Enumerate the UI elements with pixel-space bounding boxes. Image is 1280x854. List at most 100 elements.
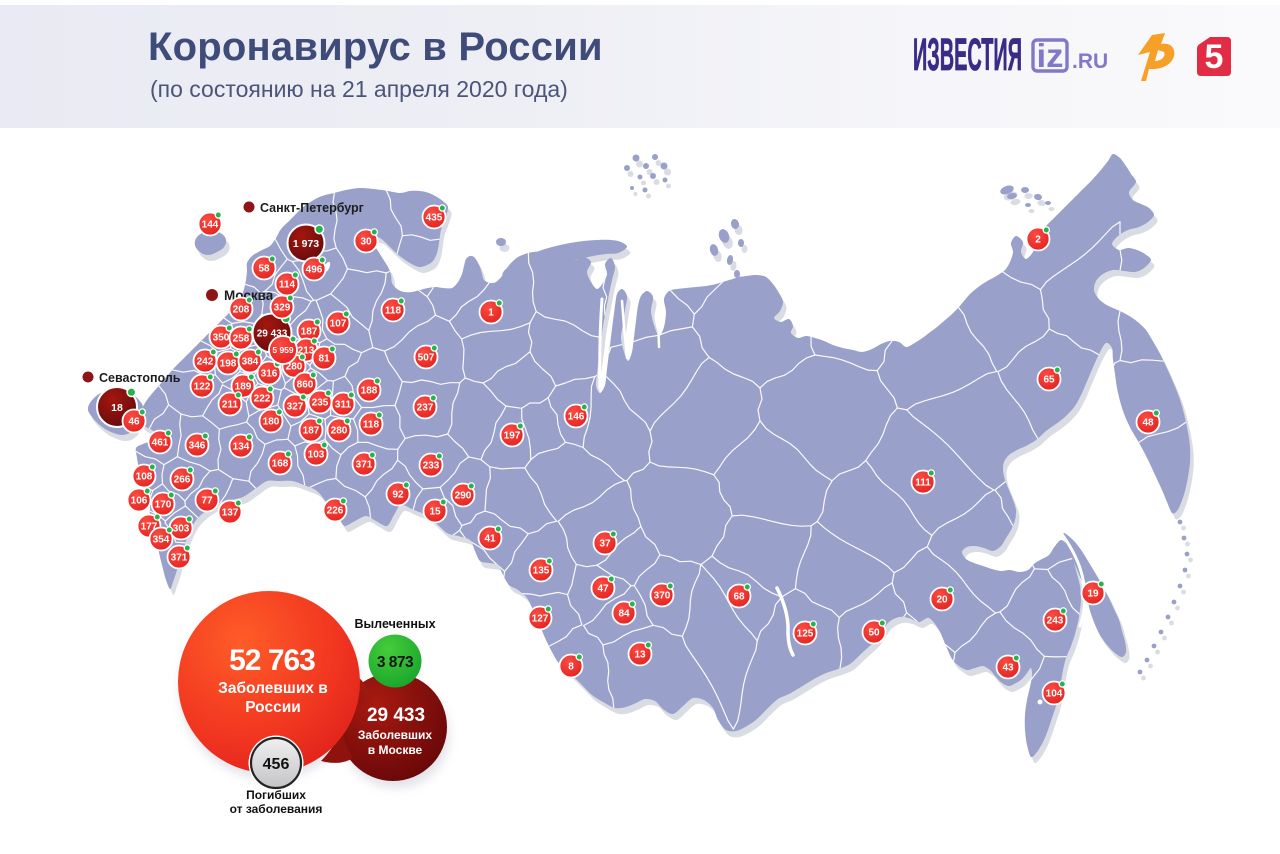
svg-text:2: 2	[1035, 235, 1041, 246]
svg-text:350: 350	[213, 333, 230, 344]
svg-text:170: 170	[155, 500, 172, 511]
svg-text:258: 258	[233, 334, 250, 345]
svg-text:37: 37	[599, 539, 611, 550]
svg-text:29 433: 29 433	[367, 705, 425, 726]
svg-text:114: 114	[279, 280, 296, 291]
svg-text:43: 43	[1002, 663, 1014, 674]
svg-text:41: 41	[484, 534, 496, 545]
svg-text:233: 233	[423, 461, 440, 472]
svg-text:860: 860	[297, 380, 314, 391]
svg-text:Санкт-Петербург: Санкт-Петербург	[260, 201, 364, 215]
svg-text:Заболевших в: Заболевших в	[218, 680, 328, 697]
svg-text:354: 354	[153, 535, 170, 546]
svg-text:47: 47	[597, 584, 609, 595]
svg-text:118: 118	[363, 420, 380, 431]
svg-text:iz: iz	[1037, 37, 1064, 74]
svg-text:19: 19	[1087, 589, 1099, 600]
svg-text:106: 106	[131, 496, 148, 507]
svg-text:235: 235	[312, 398, 329, 409]
svg-text:.RU: .RU	[1072, 50, 1108, 73]
svg-text:168: 168	[272, 459, 289, 470]
svg-text:135: 135	[533, 566, 550, 577]
svg-text:266: 266	[174, 475, 191, 486]
svg-text:125: 125	[797, 629, 814, 640]
svg-text:46: 46	[128, 417, 140, 428]
svg-text:65: 65	[1043, 375, 1055, 386]
svg-text:5 959: 5 959	[272, 345, 294, 355]
svg-text:180: 180	[263, 417, 280, 428]
svg-text:58: 58	[258, 264, 270, 275]
svg-text:243: 243	[1047, 616, 1064, 627]
svg-text:189: 189	[235, 382, 252, 393]
svg-text:456: 456	[263, 756, 290, 773]
svg-text:92: 92	[392, 490, 404, 501]
svg-text:50: 50	[868, 628, 880, 639]
svg-text:1 973: 1 973	[293, 238, 319, 250]
svg-text:290: 290	[455, 491, 472, 502]
svg-text:48: 48	[1142, 418, 1154, 429]
svg-text:Заболевших: Заболевших	[358, 728, 433, 742]
svg-text:137: 137	[222, 508, 239, 519]
svg-text:188: 188	[361, 386, 378, 397]
svg-text:3 873: 3 873	[377, 654, 414, 671]
svg-text:от заболевания: от заболевания	[230, 802, 323, 816]
svg-text:84: 84	[618, 609, 630, 620]
svg-text:327: 327	[287, 402, 304, 413]
svg-text:103: 103	[308, 450, 325, 461]
svg-text:144: 144	[202, 220, 219, 231]
svg-text:242: 242	[197, 357, 214, 368]
svg-text:118: 118	[385, 306, 402, 317]
svg-text:Севастополь: Севастополь	[99, 371, 181, 385]
svg-text:Вылеченных: Вылеченных	[354, 617, 435, 631]
svg-text:237: 237	[417, 403, 434, 414]
svg-text:316: 316	[261, 369, 278, 380]
svg-text:187: 187	[301, 327, 318, 338]
svg-text:5: 5	[1205, 38, 1224, 76]
svg-text:177: 177	[141, 522, 158, 533]
svg-text:108: 108	[136, 472, 153, 483]
svg-text:226: 226	[327, 506, 344, 517]
svg-text:134: 134	[233, 442, 250, 453]
svg-text:208: 208	[233, 305, 250, 316]
svg-text:303: 303	[173, 524, 190, 535]
svg-text:15: 15	[429, 507, 441, 518]
svg-text:Погибших: Погибших	[246, 788, 306, 802]
svg-text:77: 77	[201, 496, 213, 507]
svg-text:104: 104	[1046, 689, 1063, 700]
svg-text:107: 107	[330, 319, 347, 330]
svg-text:29 433: 29 433	[257, 329, 288, 340]
svg-text:211: 211	[222, 400, 239, 411]
svg-text:81: 81	[318, 354, 330, 365]
svg-text:146: 146	[568, 412, 585, 423]
svg-text:52 763: 52 763	[229, 644, 315, 677]
svg-text:127: 127	[532, 614, 549, 625]
svg-text:384: 384	[242, 357, 259, 368]
svg-text:68: 68	[733, 592, 745, 603]
svg-text:311: 311	[335, 400, 352, 411]
svg-text:122: 122	[194, 382, 211, 393]
svg-text:30: 30	[360, 237, 372, 248]
svg-text:18: 18	[111, 402, 123, 414]
svg-text:187: 187	[303, 426, 320, 437]
svg-text:370: 370	[654, 591, 671, 602]
svg-text:198: 198	[220, 359, 237, 370]
svg-text:8: 8	[568, 662, 574, 673]
svg-text:197: 197	[504, 431, 521, 442]
svg-text:346: 346	[189, 441, 206, 452]
svg-text:507: 507	[418, 353, 435, 364]
svg-text:371: 371	[356, 460, 373, 471]
svg-text:111: 111	[915, 478, 931, 489]
svg-text:371: 371	[171, 553, 188, 564]
svg-text:1: 1	[488, 308, 494, 319]
svg-text:20: 20	[936, 595, 948, 606]
svg-text:222: 222	[254, 394, 271, 405]
svg-text:280: 280	[331, 426, 348, 437]
svg-text:461: 461	[152, 438, 169, 449]
svg-text:496: 496	[306, 265, 323, 276]
svg-text:в Москве: в Москве	[368, 743, 423, 757]
svg-text:России: России	[245, 699, 301, 716]
svg-text:329: 329	[274, 303, 291, 314]
svg-text:13: 13	[634, 650, 646, 661]
svg-text:213: 213	[298, 346, 315, 357]
svg-text:280: 280	[286, 362, 303, 373]
